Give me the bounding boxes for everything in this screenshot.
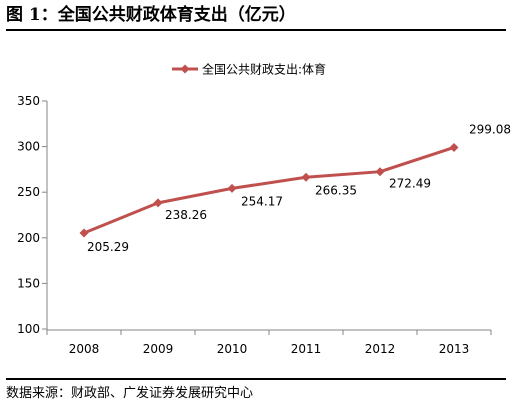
y-tick-label: 350 [17,94,40,108]
data-label: 238.26 [165,208,207,222]
x-tick-label: 2010 [217,342,248,356]
y-tick-label: 250 [17,185,40,199]
data-point [449,142,459,152]
data-label: 254.17 [241,194,283,208]
title-rule [6,29,506,31]
series-line [83,146,455,235]
x-tick-label: 2013 [439,342,470,356]
source-rule [6,378,506,380]
series-markers [79,142,459,238]
legend: 全国公共财政支出:体育 [172,62,326,77]
y-tick-label: 200 [17,231,40,245]
data-label: 266.35 [315,183,357,197]
data-point [301,172,311,182]
x-tick-label: 2011 [291,342,322,356]
legend-marker [180,64,190,74]
data-point [227,183,237,193]
y-tick-label: 300 [17,140,40,154]
x-tick-label: 2009 [143,342,174,356]
x-axis: 2008 2009 2010 2011 2012 2013 [46,329,492,356]
y-axis: 100 150 200 250 300 350 [17,94,48,336]
y-tick-label: 150 [17,276,40,290]
x-tick-label: 2012 [365,342,396,356]
data-label: 272.49 [389,177,431,191]
legend-label: 全国公共财政支出:体育 [202,62,326,77]
source-note: 数据来源：财政部、广发证券发展研究中心 [6,386,254,401]
data-label: 299.08 [469,122,511,136]
data-label: 205.29 [87,240,129,254]
data-point [79,228,89,238]
data-labels: 205.29 238.26 254.17 266.35 272.49 299.08 [87,122,511,254]
x-tick-label: 2008 [69,342,100,356]
data-point [153,198,163,208]
data-point [375,167,385,177]
y-tick-label: 100 [17,322,40,336]
figure-title: 图 1：全国公共财政体育支出（亿元） [6,5,296,25]
